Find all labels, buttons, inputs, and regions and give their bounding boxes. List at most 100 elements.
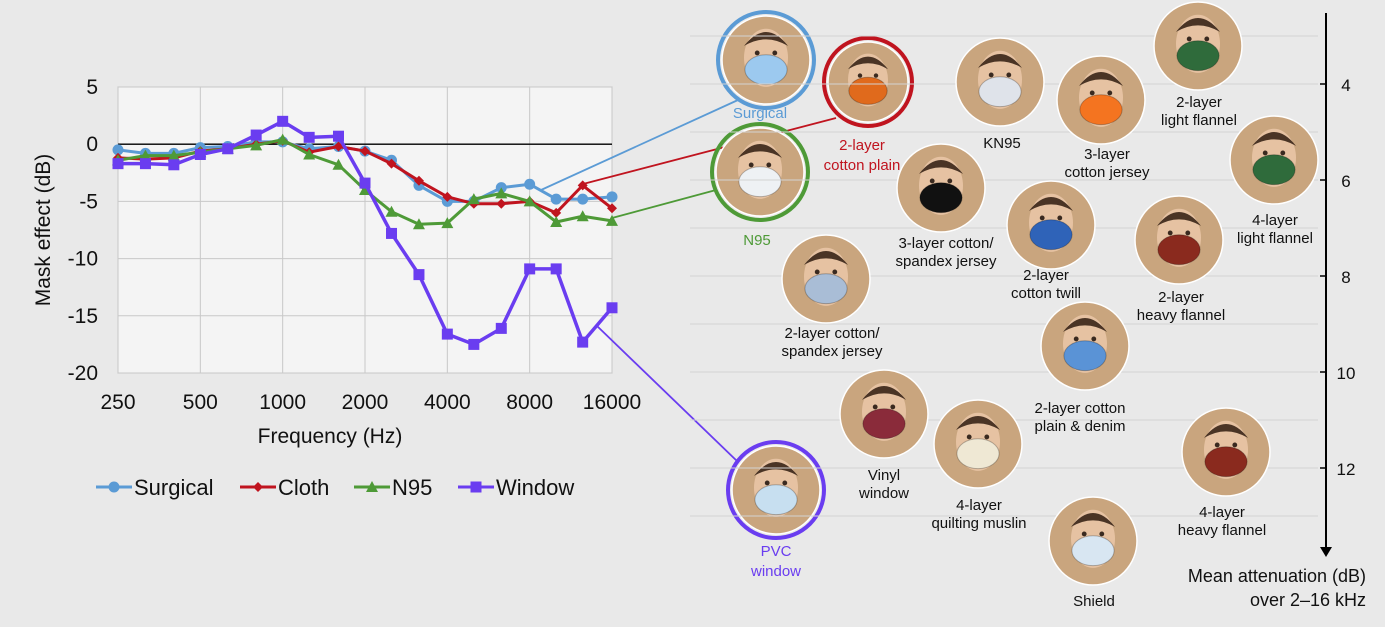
eye — [1280, 150, 1286, 156]
data-point-window — [468, 338, 480, 350]
callout-label: 2-layer cotton plain — [824, 137, 901, 174]
eye — [929, 178, 935, 184]
mask-shape — [919, 182, 963, 214]
mask-label-line: spandex jersey — [782, 343, 883, 360]
data-point-cloth — [442, 191, 453, 202]
data-point-window — [413, 269, 425, 281]
mask-label-line: 3-layer cotton/ — [898, 235, 994, 252]
eye — [1167, 230, 1173, 236]
eye — [873, 73, 879, 78]
eye — [764, 480, 770, 486]
eye — [1232, 442, 1238, 448]
x-tick-label: 4000 — [424, 391, 471, 414]
axis-arrowhead — [1320, 547, 1332, 557]
mask-label: 3-layer cotton/spandex jersey — [896, 235, 997, 270]
legend-marker — [366, 481, 378, 492]
mask-photo — [955, 37, 1045, 127]
legend-label: Surgical — [134, 475, 213, 500]
legend-marker — [470, 481, 482, 493]
mask-shape — [862, 408, 906, 440]
callout-connector — [540, 99, 739, 191]
data-point-n95 — [550, 215, 563, 227]
data-point-n95 — [606, 214, 618, 226]
data-point-window — [386, 227, 398, 239]
mask-label: Shield — [1073, 593, 1115, 610]
attenuation-tick-label: 10 — [1337, 364, 1356, 383]
data-point-n95 — [250, 139, 263, 151]
eye — [1039, 215, 1045, 221]
data-point-n95 — [276, 133, 289, 145]
mask-label: 3-layer cotton jersey — [1064, 146, 1150, 181]
data-point-window — [359, 177, 371, 189]
attenuation-tick-label: 8 — [1341, 268, 1350, 287]
callout-photo — [716, 10, 816, 110]
mask-label: 2-layer cotton twill — [1011, 267, 1081, 302]
data-point-cloth — [496, 198, 507, 209]
hair — [862, 386, 906, 400]
attenuation-tick-label: 4 — [1341, 76, 1350, 95]
y-tick-label: 0 — [86, 133, 98, 156]
mask-label-line: KN95 — [983, 135, 1021, 152]
mask-label-line: window — [858, 485, 909, 502]
data-point-cloth — [607, 203, 617, 214]
mask-photo — [1134, 195, 1224, 285]
eye — [857, 73, 863, 78]
attenuation-title: Mean attenuation (dB) — [1188, 566, 1366, 586]
eye — [1081, 531, 1087, 537]
data-point-cloth — [386, 158, 397, 169]
eye — [1006, 72, 1012, 78]
hair — [1029, 197, 1073, 211]
attenuation-subtitle: over 2–16 kHz — [1250, 590, 1366, 610]
mask-label-line: 2-layer — [1158, 289, 1204, 306]
data-point-n95 — [332, 158, 345, 170]
mask-photo — [781, 234, 871, 324]
data-point-n95 — [167, 149, 180, 161]
mask-label-line: spandex jersey — [896, 253, 997, 270]
callout-label-line: cotton plain — [824, 157, 901, 174]
eye — [988, 72, 994, 78]
callout-label-line: Surgical — [733, 105, 787, 122]
data-point-window — [277, 115, 289, 127]
photo-ring — [710, 122, 810, 222]
eye — [1057, 215, 1063, 221]
data-point-window — [112, 158, 124, 170]
mask-shape — [1204, 446, 1248, 478]
data-point-window — [222, 143, 234, 155]
mask-label-line: cotton jersey — [1064, 164, 1150, 181]
data-point-window — [250, 129, 262, 141]
eye — [947, 178, 953, 184]
data-point-cloth — [413, 175, 424, 186]
y-axis-label: Mask effect (dB) — [32, 154, 55, 307]
mask-label: 2-layer heavy flannel — [1137, 289, 1225, 324]
mask-attenuation-panel: 4 6 8 10 12 Mean attenuation (dB) over 2–16 kH… — [690, 1, 1366, 610]
mask-effect-chart: 250 500 1000 2000 4000 8000 16000 5 0 -5 -10 -15 -20… — [32, 76, 641, 500]
data-point-surgical — [524, 178, 536, 190]
data-point-window — [441, 328, 453, 340]
mask-label-line: Vinyl — [868, 467, 900, 484]
data-point-window — [606, 302, 618, 314]
y-tick-label: 5 — [86, 76, 98, 99]
mask-label-line: 3-layer — [1084, 146, 1130, 163]
mask-photo — [1048, 496, 1138, 586]
hair — [738, 144, 782, 158]
y-tick-label: -20 — [68, 362, 98, 385]
data-point-n95 — [441, 217, 454, 229]
data-point-window — [168, 159, 180, 171]
mask-label-line: plain & denim — [1035, 418, 1126, 435]
mask-photo — [839, 369, 929, 459]
legend-marker — [108, 481, 120, 493]
callout-label-line: N95 — [743, 232, 771, 249]
mask-shape — [848, 76, 888, 105]
photo-ring — [716, 10, 816, 110]
mask-shape — [1252, 154, 1296, 186]
eye — [766, 162, 772, 168]
eye — [1107, 90, 1113, 96]
callout-photo — [726, 440, 826, 540]
y-tick-label: -15 — [68, 305, 98, 328]
mask-photo — [1040, 301, 1130, 391]
y-tick-label: -10 — [68, 248, 98, 271]
hair — [754, 462, 798, 476]
data-point-n95 — [303, 148, 316, 160]
photo-ring — [726, 440, 826, 540]
hair — [1176, 18, 1220, 32]
